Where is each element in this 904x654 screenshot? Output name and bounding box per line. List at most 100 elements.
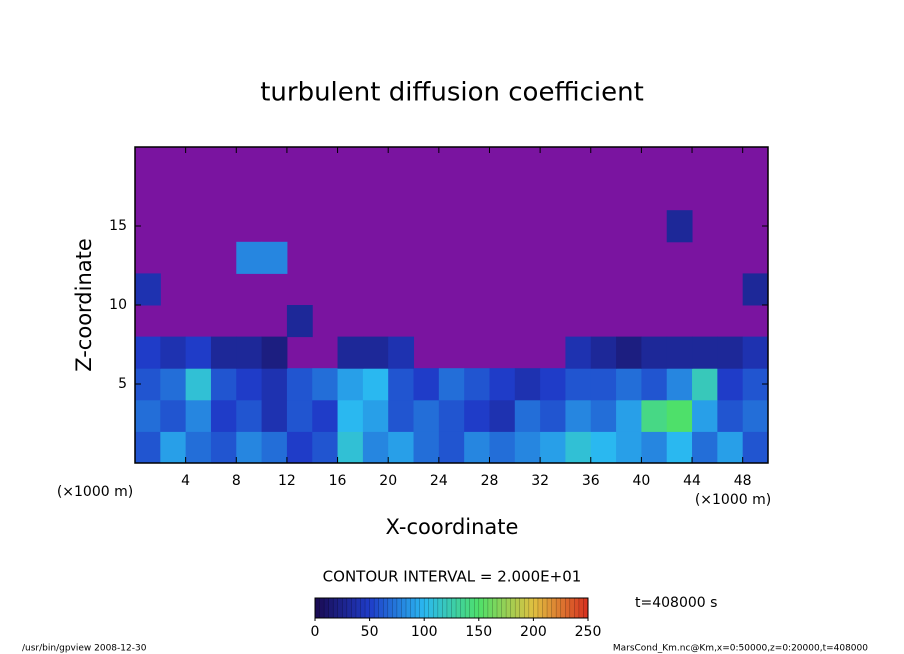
heatmap-cell [388, 368, 415, 401]
colorbar-segment [378, 598, 384, 618]
heatmap-cell [565, 431, 592, 464]
colorbar-segment [456, 598, 461, 618]
colorbar-segment [551, 598, 557, 618]
heatmap-cell [565, 368, 592, 401]
heatmap-cell [489, 368, 516, 401]
colorbar-segment [556, 598, 562, 618]
colorbar-segment [483, 598, 489, 618]
colorbar-segment [578, 598, 584, 618]
heatmap-cell [717, 368, 744, 401]
heatmap-cell [261, 368, 288, 401]
heatmap-cell [717, 336, 744, 369]
colorbar-segment [365, 598, 370, 618]
colorbar-segment [410, 598, 416, 618]
heatmap-cell [565, 399, 592, 432]
heatmap-cell [666, 399, 693, 432]
heatmap-cell [616, 431, 642, 464]
y-axis-label: Z-coordinate [72, 238, 96, 372]
heatmap-cell [717, 399, 744, 432]
colorbar-segment [524, 598, 530, 618]
colorbar-segment [460, 598, 466, 618]
heatmap-cell [438, 368, 465, 401]
heatmap-cell [514, 431, 541, 464]
heatmap-cell [286, 368, 313, 401]
colorbar-segment [346, 598, 352, 618]
colorbar-segment [374, 598, 380, 618]
colorbar-segment [387, 598, 393, 618]
colorbar-segment [415, 598, 421, 618]
heatmap-cell [312, 399, 339, 432]
heatmap-cell [616, 336, 642, 369]
colorbar-segment [396, 598, 402, 618]
heatmap-cell [312, 368, 339, 401]
heatmap-cell [261, 399, 288, 432]
colorbar-frame [314, 597, 589, 619]
heatmap-cell [160, 431, 187, 464]
colorbar-segment [560, 598, 566, 618]
heatmap-cell [514, 368, 541, 401]
colorbar-tick-label: 200 [520, 624, 547, 640]
heatmap-cell [337, 368, 364, 401]
colorbar-segment [569, 598, 575, 618]
heatmap-cell [388, 431, 415, 464]
colorbar-tick-label: 150 [465, 624, 492, 640]
heatmap-cell [135, 399, 161, 432]
colorbar-segment [355, 598, 361, 618]
colorbar-segment [428, 598, 434, 618]
heatmap-cell [692, 431, 718, 464]
colorbar-segment [492, 598, 498, 618]
x-tick-label: 28 [481, 473, 499, 489]
heatmap-cell [388, 399, 415, 432]
heatmap-cell [489, 399, 516, 432]
colorbar-segment [333, 598, 339, 618]
x-tick-label: 48 [734, 473, 752, 489]
colorbar-segment [360, 598, 366, 618]
colorbar-segment [328, 598, 334, 618]
heatmap-cell [514, 399, 541, 432]
colorbar-segment [528, 598, 534, 618]
colorbar-segment [497, 598, 502, 618]
colorbar-segment [474, 598, 480, 618]
heatmap-cell [666, 210, 693, 243]
chart-title: turbulent diffusion coefficient [260, 78, 644, 108]
heatmap-cell [160, 399, 187, 432]
heatmap-cell [666, 368, 693, 401]
heatmap-cell [185, 431, 212, 464]
heatmap-cell [337, 399, 364, 432]
colorbar-segment [547, 598, 552, 618]
heatmap-cell [210, 431, 237, 464]
colorbar-segment [533, 598, 539, 618]
colorbar-segment [451, 598, 457, 618]
heatmap-cell [641, 431, 668, 464]
heatmap-cell [210, 368, 237, 401]
heatmap-cell [742, 399, 769, 432]
heatmap-cell [362, 336, 389, 369]
x-tick-label: 44 [683, 473, 701, 489]
heatmap-cell [464, 431, 490, 464]
colorbar-segment [519, 598, 525, 618]
heatmap-cell [286, 399, 313, 432]
heatmap-cell [413, 368, 440, 401]
x-tick-label: 32 [531, 473, 549, 489]
colorbar-segment [419, 598, 425, 618]
colorbar-tick-label: 250 [575, 624, 602, 640]
heatmap-cell [236, 241, 263, 274]
heatmap-cell [590, 336, 617, 369]
x-tick-label: 40 [632, 473, 650, 489]
heatmap-cell [438, 431, 465, 464]
colorbar-segment [369, 598, 375, 618]
heatmap-cell [742, 431, 769, 464]
heatmap-cell [236, 336, 263, 369]
contour-label: CONTOUR INTERVAL = 2.000E+01 [323, 568, 582, 586]
colorbar-segment [565, 598, 571, 618]
heatmap-cell [337, 336, 364, 369]
heatmap-cell [236, 399, 263, 432]
heatmap-cell [692, 336, 718, 369]
heatmap-cell [540, 399, 566, 432]
heatmap-cell [742, 273, 769, 306]
heatmap-cell [210, 336, 237, 369]
x-tick-label: 36 [582, 473, 600, 489]
heatmap-cell [616, 399, 642, 432]
x-tick-label: 4 [181, 473, 190, 489]
x-tick-label: 12 [278, 473, 296, 489]
